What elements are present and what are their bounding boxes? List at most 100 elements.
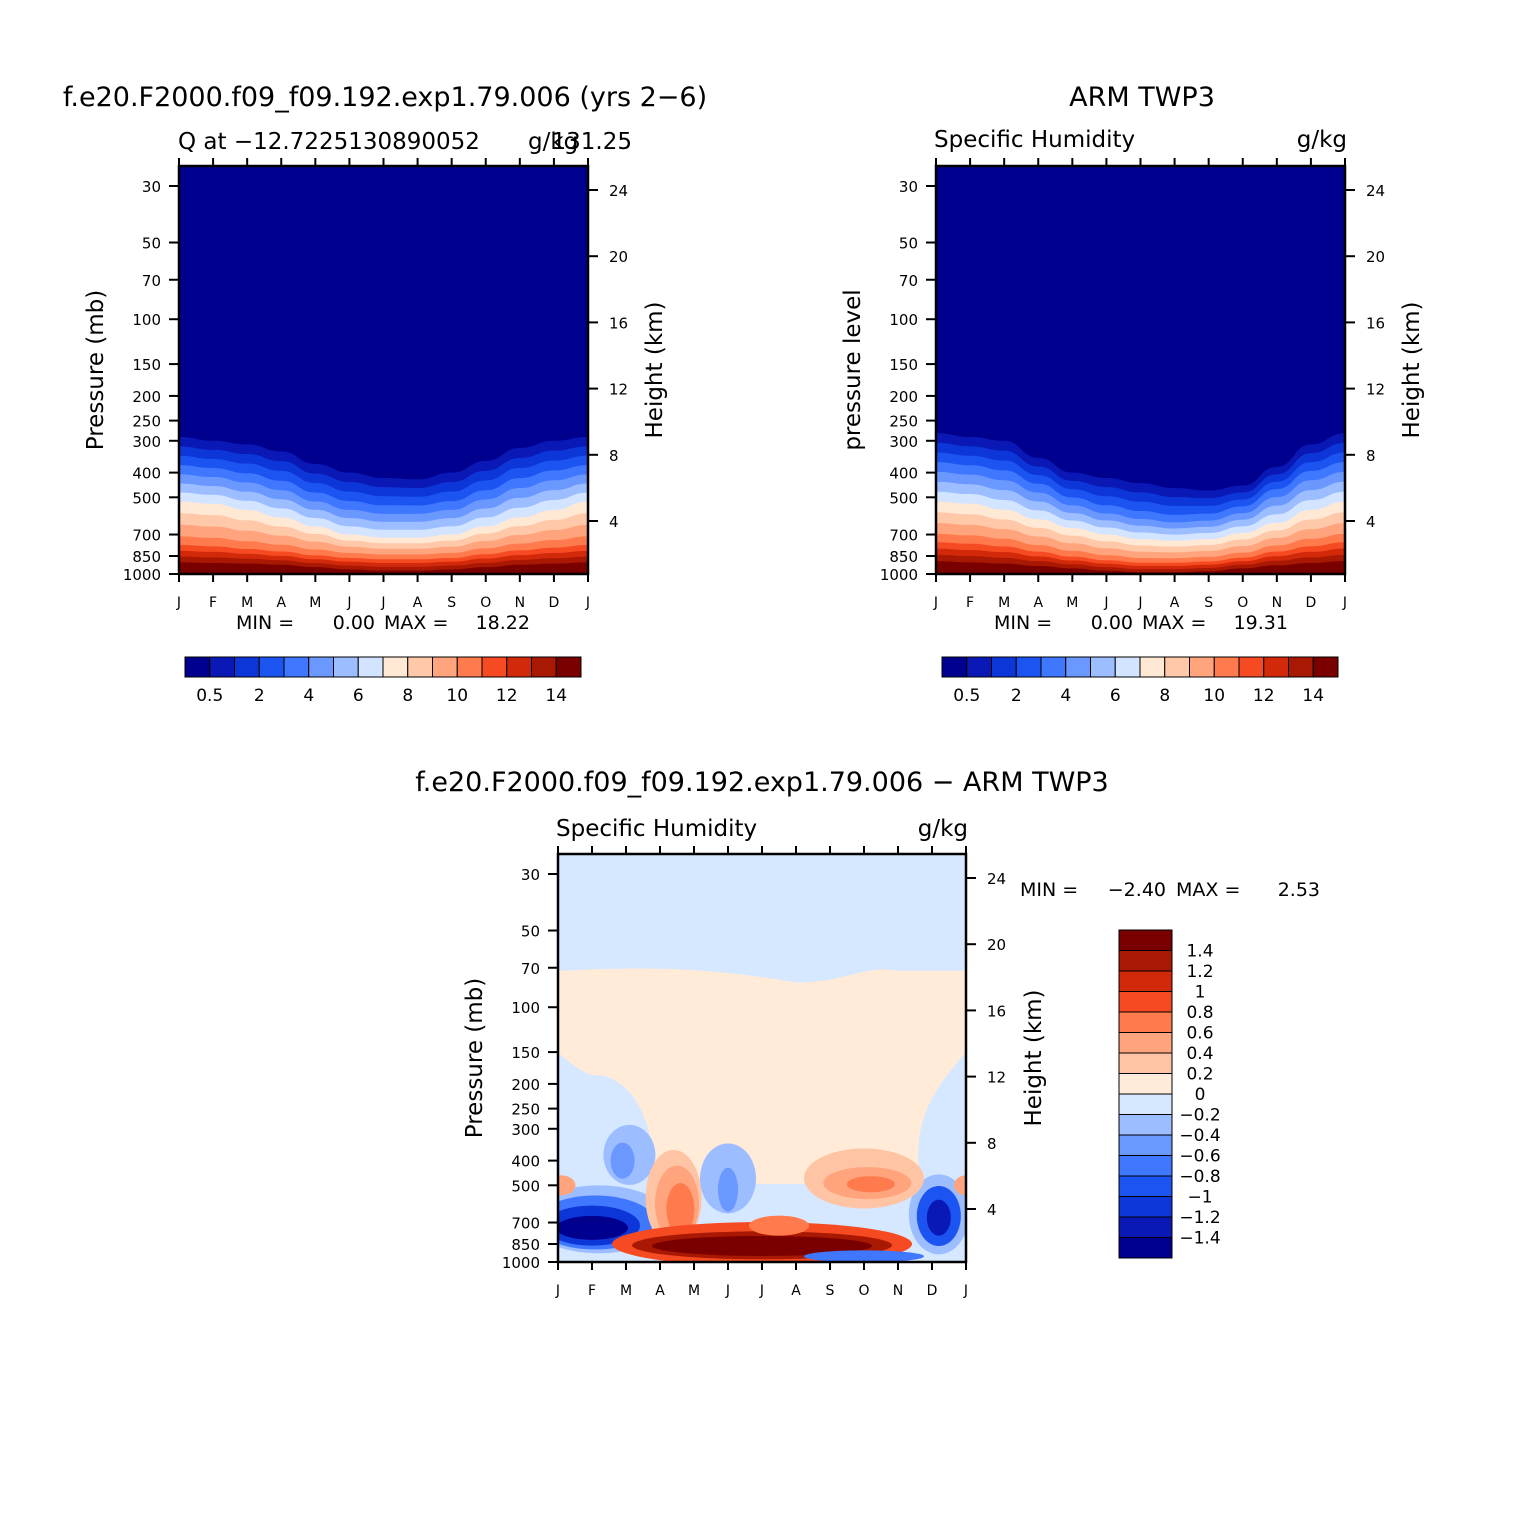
x-tick-label: O — [480, 595, 491, 611]
y-tick-label: 100 — [511, 999, 540, 1017]
positive-blob — [749, 1215, 809, 1236]
x-tick-label: J — [1137, 595, 1142, 611]
panel-difference: f.e20.F2000.f09_f09.192.exp1.79.006 − AR… — [415, 767, 1320, 1299]
y-tick-label-right: 24 — [1366, 182, 1385, 200]
y-tick-label: 500 — [132, 489, 161, 507]
max-value: 18.22 — [476, 612, 530, 634]
panel-title: f.e20.F2000.f09_f09.192.exp1.79.006 − AR… — [415, 767, 1108, 798]
colorbar-swatch — [1213, 656, 1240, 678]
panel-subtitle-left: Q at −12.7225130890052 — [178, 129, 480, 155]
colorbar-swatch — [258, 656, 285, 678]
colorbar-swatch — [209, 656, 235, 678]
colorbar-label: 14 — [1302, 686, 1324, 706]
negative-blob — [926, 1199, 951, 1236]
y-tick-label: 50 — [521, 923, 540, 941]
positive-blob — [558, 1175, 576, 1196]
max-label: MAX = — [1142, 612, 1206, 634]
y-axis-label-right: Height (km) — [642, 301, 668, 438]
colorbar-swatch — [357, 656, 384, 678]
x-tick-label: A — [1033, 595, 1043, 611]
y-tick-label-right: 4 — [1366, 513, 1376, 531]
contour-band — [179, 562, 588, 574]
colorbar-swatch — [407, 656, 433, 678]
y-tick-label: 250 — [511, 1101, 540, 1119]
y-tick-label-right: 12 — [987, 1069, 1006, 1087]
x-tick-label: O — [1237, 595, 1248, 611]
colorbar-label: 0.5 — [953, 686, 980, 706]
x-tick-label: D — [927, 1283, 938, 1299]
x-tick-label: A — [655, 1283, 665, 1299]
colorbar-swatch — [1118, 1134, 1173, 1156]
x-tick-label: M — [998, 595, 1010, 611]
colorbar-swatch — [1118, 970, 1173, 992]
x-tick-label: J — [380, 595, 385, 611]
y-tick-label: 700 — [889, 527, 918, 545]
y-tick-label: 100 — [889, 311, 918, 329]
colorbar: 0.5 2 4 6 8 10 12 14 — [184, 656, 582, 706]
y-tick-label: 1000 — [880, 566, 918, 584]
x-tick-label: J — [1342, 595, 1347, 611]
colorbar-swatch — [1040, 656, 1067, 678]
x-tick-label: J — [1103, 595, 1108, 611]
y-tick-label-right: 20 — [1366, 248, 1385, 266]
colorbar-swatch — [1189, 656, 1215, 678]
colorbar-swatch — [382, 656, 409, 678]
y-tick-label-right: 4 — [609, 513, 619, 531]
colorbar-swatch — [531, 656, 557, 678]
y-axis-label: pressure level — [840, 289, 866, 450]
x-tick-label: S — [1204, 595, 1213, 611]
y-tick-label: 70 — [899, 272, 918, 290]
colorbar-label: −1.4 — [1179, 1229, 1220, 1249]
colorbar: 0.5 2 4 6 8 10 12 14 — [941, 656, 1339, 706]
colorbar-label: 0.2 — [1186, 1065, 1213, 1085]
x-tick-label: A — [791, 1283, 801, 1299]
x-tick-label: J — [585, 595, 590, 611]
y-tick-label: 30 — [899, 178, 918, 196]
x-tick-label: M — [688, 1283, 700, 1299]
y-tick-label: 300 — [132, 433, 161, 451]
contour-band — [936, 561, 1345, 574]
colorbar-label: 1.2 — [1186, 962, 1213, 982]
y-tick-label: 850 — [511, 1236, 540, 1254]
x-tick-label: J — [555, 1283, 560, 1299]
y-tick-label: 70 — [521, 960, 540, 978]
y-tick-label-right: 16 — [609, 314, 628, 332]
colorbar-swatch — [1114, 656, 1141, 678]
colorbar-label: 2 — [254, 686, 265, 706]
y-tick-label: 1000 — [502, 1254, 540, 1272]
y-tick-label: 200 — [132, 388, 161, 406]
colorbar-label: −0.6 — [1179, 1147, 1220, 1167]
y-tick-label: 850 — [889, 548, 918, 566]
colorbar-label: −0.8 — [1179, 1167, 1220, 1187]
panel-subtitle-right: 131.25 — [552, 129, 632, 155]
colorbar: 1.41.210.80.60.40.20−0.2−0.4−0.6−0.8−1−1… — [1118, 929, 1221, 1259]
positive-surface-band — [652, 1235, 872, 1256]
colorbar-swatch — [1015, 656, 1042, 678]
y-tick-label-right: 4 — [987, 1201, 997, 1219]
y-tick-label: 850 — [132, 548, 161, 566]
x-tick-label: F — [209, 595, 217, 611]
x-tick-label: M — [1066, 595, 1078, 611]
x-tick-label: D — [549, 595, 560, 611]
colorbar-label: −0.4 — [1179, 1126, 1220, 1146]
colorbar-swatch — [1118, 1175, 1173, 1197]
x-tick-label: N — [893, 1283, 903, 1299]
colorbar-swatch — [991, 656, 1017, 678]
y-tick-label: 150 — [889, 356, 918, 374]
colorbar-label: 1.4 — [1186, 942, 1213, 962]
y-tick-label: 500 — [889, 489, 918, 507]
y-tick-label: 250 — [889, 413, 918, 431]
min-value: −2.40 — [1108, 879, 1166, 901]
x-tick-label: F — [588, 1283, 596, 1299]
x-tick-label: S — [447, 595, 456, 611]
colorbar-swatch — [1118, 1155, 1173, 1177]
panel-subtitle-units: g/kg — [528, 129, 578, 155]
x-tick-label: M — [309, 595, 321, 611]
y-tick-label: 30 — [521, 866, 540, 884]
max-value: 2.53 — [1278, 879, 1320, 901]
negative-blob — [610, 1142, 635, 1179]
colorbar-swatch — [1118, 1196, 1173, 1218]
colorbar-swatch — [308, 656, 334, 678]
negative-blob — [558, 1215, 628, 1240]
